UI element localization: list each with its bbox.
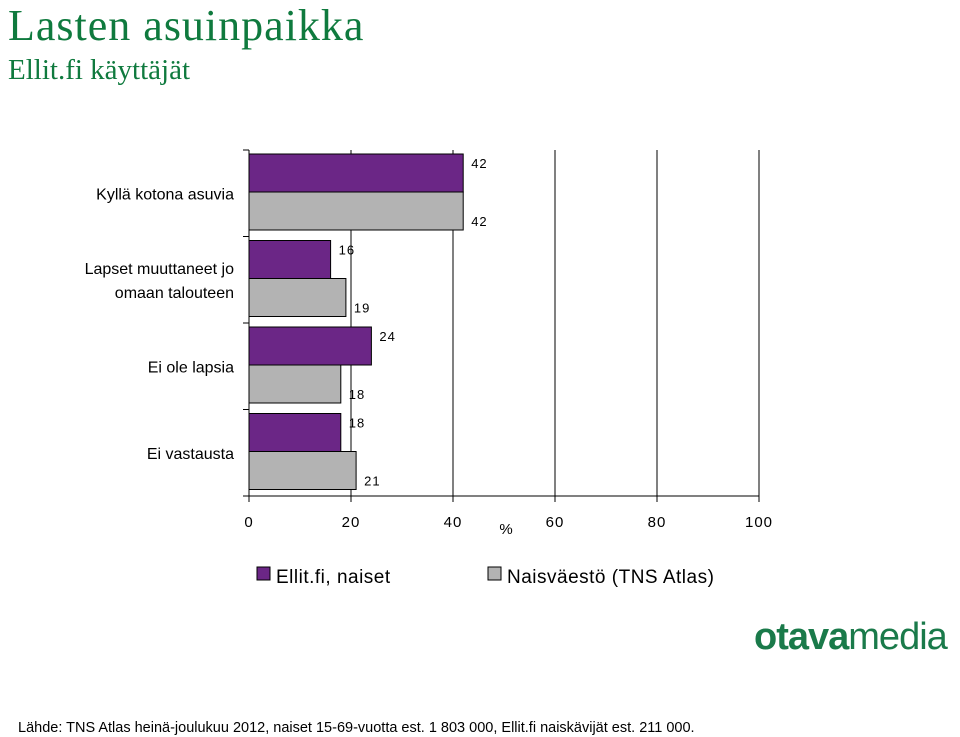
data-label: 42 xyxy=(471,156,487,171)
x-tick-label: 20 xyxy=(342,514,361,531)
bar xyxy=(248,364,342,404)
bar xyxy=(248,451,357,490)
bar xyxy=(248,326,372,366)
category-label: omaan talouteen xyxy=(115,285,234,302)
x-tick-label: 0 xyxy=(244,514,253,531)
legend-swatch xyxy=(487,566,502,581)
page-subtitle: Ellit.fi käyttäjät xyxy=(8,54,191,86)
data-label: 21 xyxy=(364,474,380,489)
legend-label: Naisväestö (TNS Atlas) xyxy=(507,567,714,588)
category-label: Ei ole lapsia xyxy=(148,359,234,376)
bar xyxy=(248,191,464,231)
otavamedia-logo: otavamedia xyxy=(754,614,948,660)
category-label: Ei vastausta xyxy=(147,446,234,463)
logo-bold-part: otava xyxy=(754,616,849,658)
category-label: Kyllä kotona asuvia xyxy=(96,186,234,203)
bar xyxy=(248,413,342,452)
bar xyxy=(248,240,332,279)
data-label: 24 xyxy=(379,329,395,344)
x-tick-label: 60 xyxy=(546,514,565,531)
source-note: Lähde: TNS Atlas heinä-joulukuu 2012, na… xyxy=(18,720,695,736)
data-label: 16 xyxy=(339,243,355,258)
bar-chart: 42 42 Kyllä kotona asuvia 16 19 Lapset muutta… xyxy=(85,149,773,588)
x-tick-label: 100 xyxy=(745,514,773,531)
data-label: 18 xyxy=(349,416,365,431)
page-title: Lasten asuinpaikka xyxy=(8,1,365,50)
x-tick-label: 40 xyxy=(444,514,463,531)
x-tick-label: 80 xyxy=(648,514,667,531)
legend-swatch xyxy=(256,566,271,581)
category-label: Lapset muuttaneet jo xyxy=(85,261,235,278)
legend-label: Ellit.fi, naiset xyxy=(276,567,391,588)
data-label: 19 xyxy=(354,301,370,316)
bar xyxy=(248,153,464,193)
data-label: 18 xyxy=(349,387,365,402)
bar xyxy=(248,278,347,317)
logo-regular-part: media xyxy=(848,616,947,658)
x-axis-label: % xyxy=(499,521,512,538)
data-label: 42 xyxy=(471,214,487,229)
